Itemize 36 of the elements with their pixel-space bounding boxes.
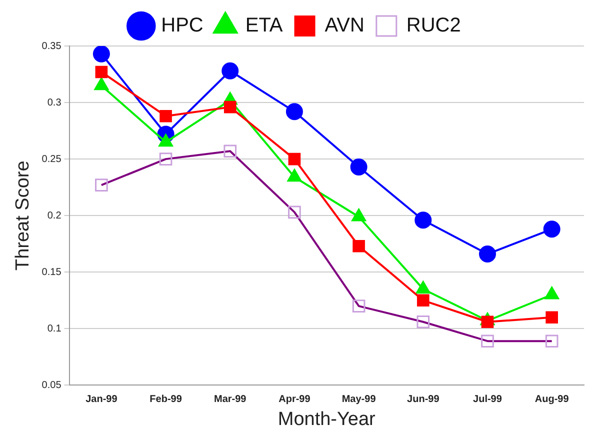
point — [481, 316, 494, 328]
x-tick-label: Aug-99 — [534, 394, 570, 405]
x-tick-label: May-99 — [342, 394, 376, 405]
point — [352, 240, 365, 252]
point — [286, 103, 303, 120]
point — [478, 246, 496, 263]
point — [350, 158, 368, 176]
y-tick-label: 0.15 — [42, 266, 62, 278]
point — [160, 110, 172, 122]
x-tick-label: Jul-99 — [473, 394, 502, 405]
x-tick-label: Feb-99 — [150, 394, 182, 405]
x-tick-label: Jun-99 — [407, 394, 440, 405]
y-tick-label: 0.05 — [42, 380, 62, 391]
point — [224, 100, 236, 114]
x-tick-label: Apr-99 — [278, 394, 311, 405]
y-tick-label: 0.3 — [47, 97, 62, 108]
y-tick-label: 0.35 — [42, 40, 62, 52]
legend-label: HPC — [161, 14, 204, 37]
point — [95, 66, 108, 78]
point — [416, 294, 430, 307]
point — [288, 152, 301, 166]
point — [222, 62, 239, 80]
x-tick-label: Mar-99 — [214, 394, 247, 405]
point — [546, 311, 558, 324]
legend-label: ETA — [245, 14, 284, 37]
y-axis-title: Threat Score — [12, 160, 34, 271]
y-tick-label: 0.1 — [47, 323, 62, 334]
y-tick-label: 0.25 — [42, 154, 62, 165]
point — [543, 220, 560, 238]
x-axis-title: Month-Year — [278, 408, 376, 430]
x-tick-label: Jan-99 — [86, 394, 118, 405]
point — [92, 46, 110, 62]
legend-label: RUC2 — [406, 14, 461, 37]
legend-label: AVN — [324, 14, 364, 37]
y-tick-label: 0.2 — [47, 210, 62, 222]
point — [414, 212, 432, 229]
